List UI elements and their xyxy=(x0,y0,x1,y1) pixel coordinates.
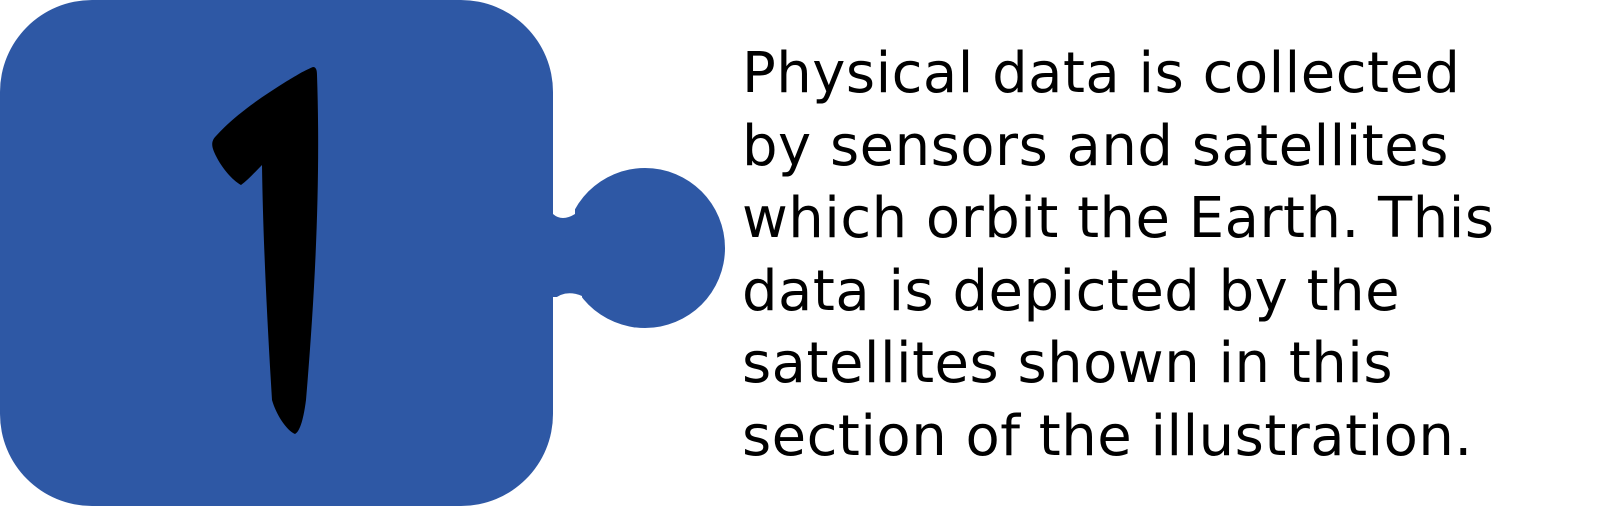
step-number-1-glyph xyxy=(212,67,319,434)
notch-highlights xyxy=(553,205,582,306)
puzzle-piece xyxy=(0,0,725,506)
step-caption: Physical data is collected by sensors an… xyxy=(742,41,1495,469)
puzzle-piece-shape xyxy=(0,0,725,506)
